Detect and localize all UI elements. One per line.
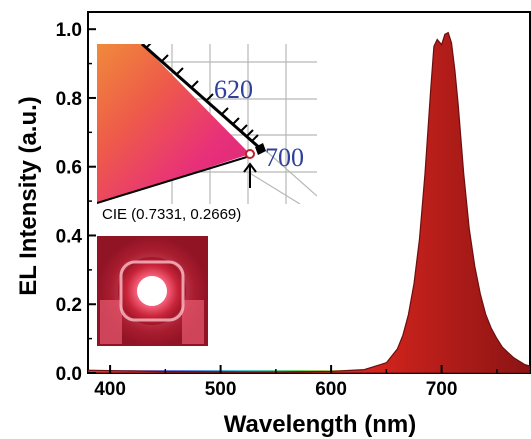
cie-inset: 620 700 CIE (0.7331, 0.2669) (97, 44, 317, 223)
y-axis: 0.0 0.2 0.4 0.6 0.8 1.0 (56, 20, 96, 385)
cie-purple-line (97, 155, 251, 204)
x-tick-label: 400 (94, 379, 126, 400)
device-photo-inset (97, 236, 208, 346)
x-axis: 400 500 600 700 (94, 365, 498, 400)
y-tick-label: 0.6 (56, 158, 82, 179)
y-tick-label: 0.2 (56, 295, 82, 316)
x-tick-label: 700 (426, 379, 458, 400)
x-tick-label: 500 (205, 379, 237, 400)
cie-coordinate-point (245, 149, 255, 159)
cie-coordinate-label: CIE (0.7331, 0.2669) (102, 206, 241, 223)
cie-locus-ticks (145, 44, 259, 143)
y-tick-label: 1.0 (56, 20, 82, 41)
cie-arrow (243, 162, 257, 188)
x-tick-label: 600 (315, 379, 347, 400)
y-tick-label: 0.0 (56, 364, 82, 385)
y-tick-label: 0.8 (56, 89, 82, 110)
spectrum-area (88, 31, 530, 373)
x-axis-title: Wavelength (nm) (224, 411, 416, 438)
cie-label-620: 620 (214, 75, 253, 104)
cie-endpoint-marker (255, 143, 266, 155)
cie-color-region (97, 44, 250, 204)
cie-label-700: 700 (265, 143, 304, 172)
y-axis-title: EL Intensity (a.u.) (15, 96, 42, 296)
y-tick-label: 0.4 (56, 226, 83, 247)
